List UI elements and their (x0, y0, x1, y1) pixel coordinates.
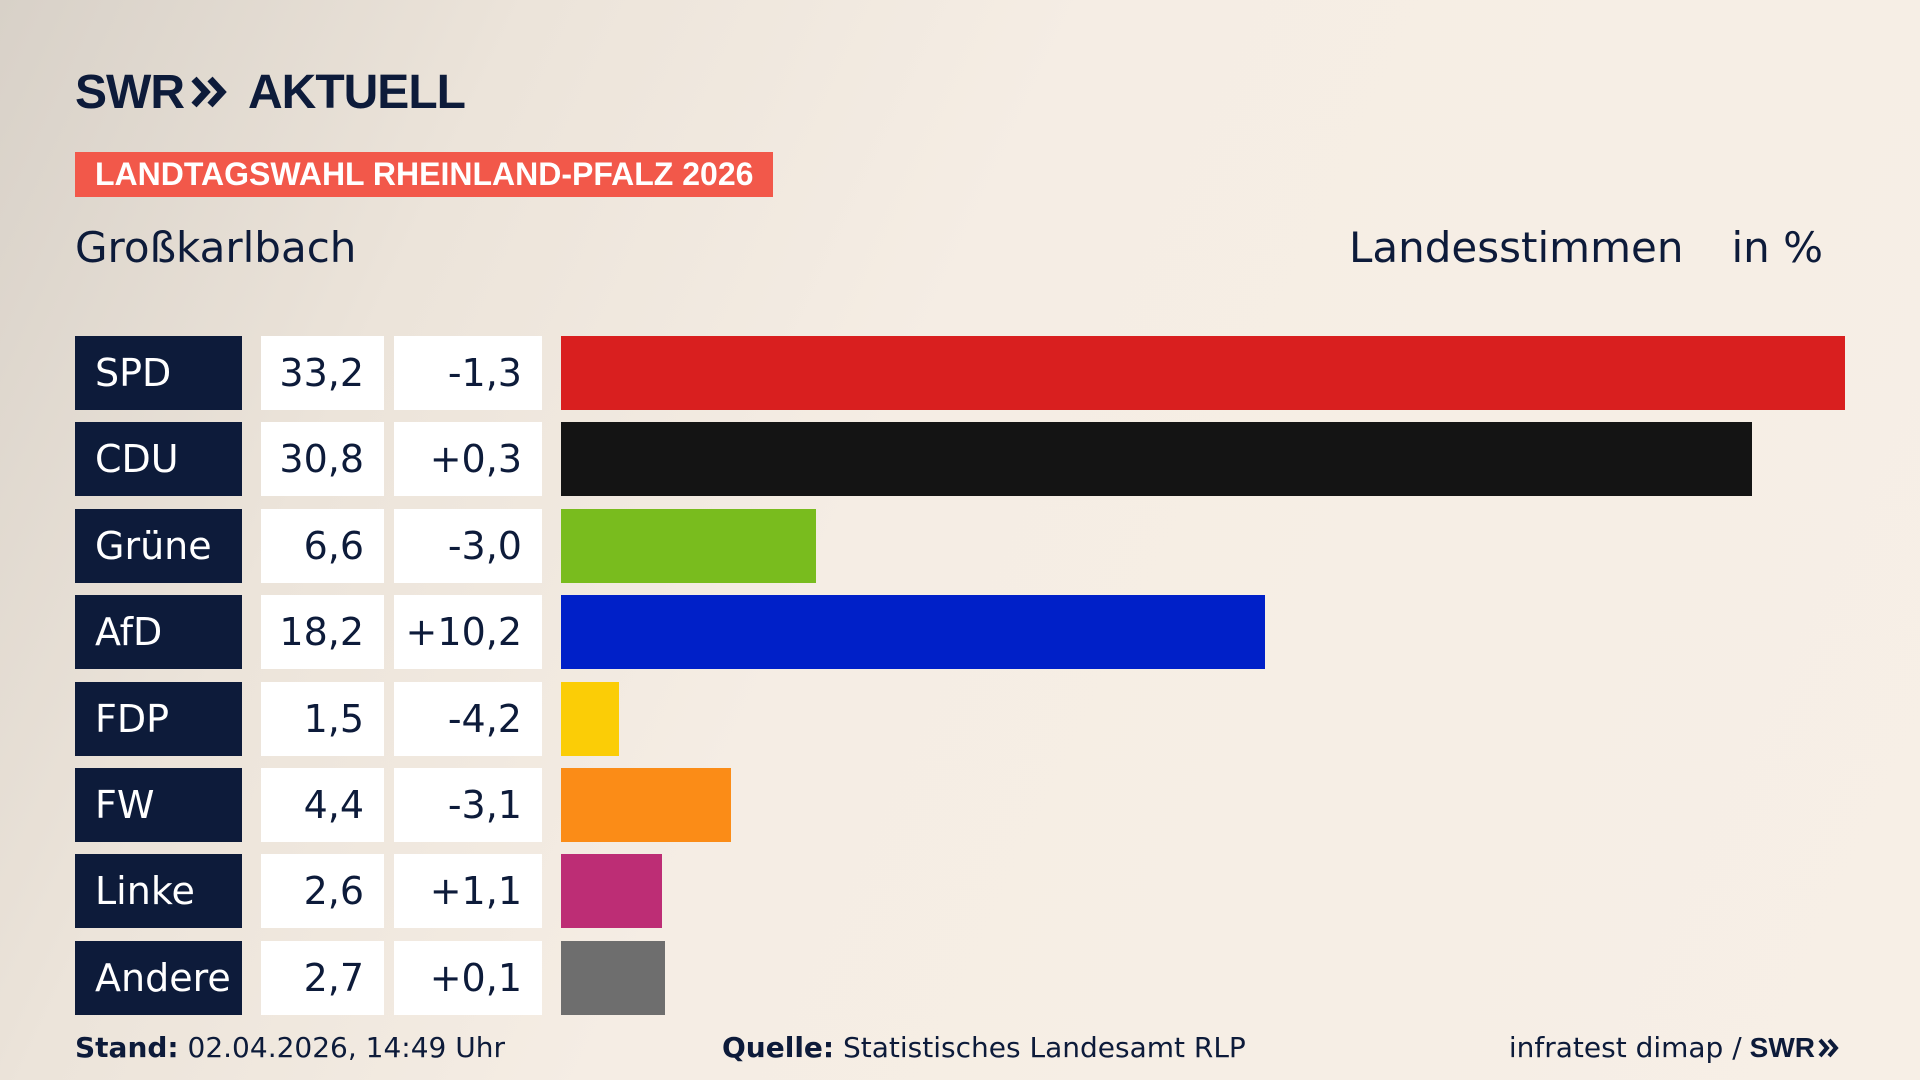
footer-credit: infratest dimap / SWR (1509, 1028, 1840, 1068)
party-label: FW (75, 768, 242, 842)
vote-share-value: 2,6 (261, 854, 384, 929)
result-bar (561, 336, 1845, 410)
party-label: SPD (75, 336, 242, 410)
vote-share-value: 30,8 (261, 422, 384, 497)
party-label: AfD (75, 595, 242, 670)
party-label: CDU (75, 422, 242, 497)
vote-change-value: -3,1 (394, 768, 542, 842)
vote-share-value: 33,2 (261, 336, 384, 410)
vote-share-value: 6,6 (261, 508, 384, 583)
election-badge: LANDTAGSWAHL RHEINLAND-PFALZ 2026 (75, 152, 774, 197)
vote-share-value: 1,5 (261, 681, 384, 756)
swr-mini-logo: SWR (1750, 1028, 1840, 1068)
mini-logo-text: SWR (1749, 1032, 1815, 1063)
vote-change-value: -1,3 (394, 336, 542, 410)
vote-share-value: 18,2 (261, 595, 384, 670)
party-label: Grüne (75, 508, 242, 583)
place-title: Großkarlbach (75, 223, 357, 272)
quelle-label: Quelle: (722, 1031, 835, 1064)
result-bar (561, 681, 619, 756)
result-bar (561, 768, 732, 842)
quelle-value: Statistisches Landesamt RLP (843, 1031, 1246, 1064)
vote-change-value: +0,1 (394, 940, 542, 1015)
double-chevron-icon (191, 76, 227, 108)
credit-text: infratest dimap / (1508, 1031, 1742, 1064)
double-chevron-icon (1818, 1038, 1839, 1058)
logo-swr-text: SWR (75, 65, 185, 119)
vote-share-value: 2,7 (261, 940, 384, 1015)
vote-change-value: +1,1 (394, 854, 542, 929)
unit-label: in % (1731, 223, 1823, 272)
stand-label: Stand: (75, 1031, 179, 1064)
party-label: Linke (75, 854, 242, 929)
footer-quelle: Quelle: Statistisches Landesamt RLP (722, 1028, 1246, 1068)
logo-aktuell-text: AKTUELL (247, 65, 466, 119)
result-bar (561, 508, 817, 583)
swr-aktuell-logo: SWR AKTUELL (75, 65, 466, 119)
vote-share-value: 4,4 (261, 768, 384, 842)
vote-change-value: -4,2 (394, 681, 542, 756)
vote-change-value: +10,2 (394, 595, 542, 670)
footer-stand: Stand: 02.04.2026, 14:49 Uhr (75, 1028, 505, 1068)
result-bar (561, 854, 662, 929)
measure-label: Landesstimmen (1349, 223, 1684, 272)
chart-header: Landesstimmen in % (1349, 222, 1823, 274)
vote-change-value: -3,0 (394, 508, 542, 583)
result-bar (561, 595, 1265, 670)
result-bar (561, 422, 1753, 497)
result-bar (561, 940, 666, 1015)
party-label: Andere (75, 940, 242, 1015)
stand-value: 02.04.2026, 14:49 Uhr (187, 1031, 505, 1064)
vote-change-value: +0,3 (394, 422, 542, 497)
party-label: FDP (75, 681, 242, 756)
